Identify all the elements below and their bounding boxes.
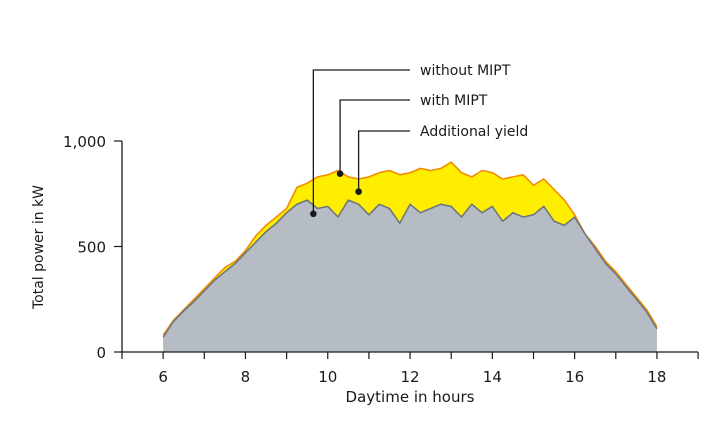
x-tick-label: 10 xyxy=(318,368,337,386)
x-tick-label: 14 xyxy=(483,368,502,386)
annotation-dot xyxy=(355,188,362,195)
line-without-mipt xyxy=(162,199,658,338)
annotation-label: Additional yield xyxy=(420,124,528,140)
y-tick-label: 0 xyxy=(96,344,106,362)
y-axis-label: Total power in kW xyxy=(31,185,47,310)
area-without-mipt xyxy=(163,200,657,352)
x-tick-label: 12 xyxy=(401,368,420,386)
annotation-leader xyxy=(339,99,410,174)
annotation-leader xyxy=(312,69,410,214)
annotation-dot xyxy=(336,170,344,178)
annotation-leader xyxy=(357,130,410,192)
x-axis-label: Daytime in hours xyxy=(346,388,475,406)
y-tick-label: 500 xyxy=(77,239,106,257)
y-tick-label: 1,000 xyxy=(63,133,106,151)
x-tick-label: 8 xyxy=(241,368,251,386)
annotation-label: without MIPT xyxy=(420,63,511,79)
annotation-dot xyxy=(310,210,317,218)
line-with-mipt xyxy=(162,161,658,336)
x-tick-label: 6 xyxy=(158,368,168,386)
annotation-label: with MIPT xyxy=(420,93,488,109)
x-tick-label: 16 xyxy=(565,368,584,386)
x-tick-label: 18 xyxy=(647,368,666,386)
